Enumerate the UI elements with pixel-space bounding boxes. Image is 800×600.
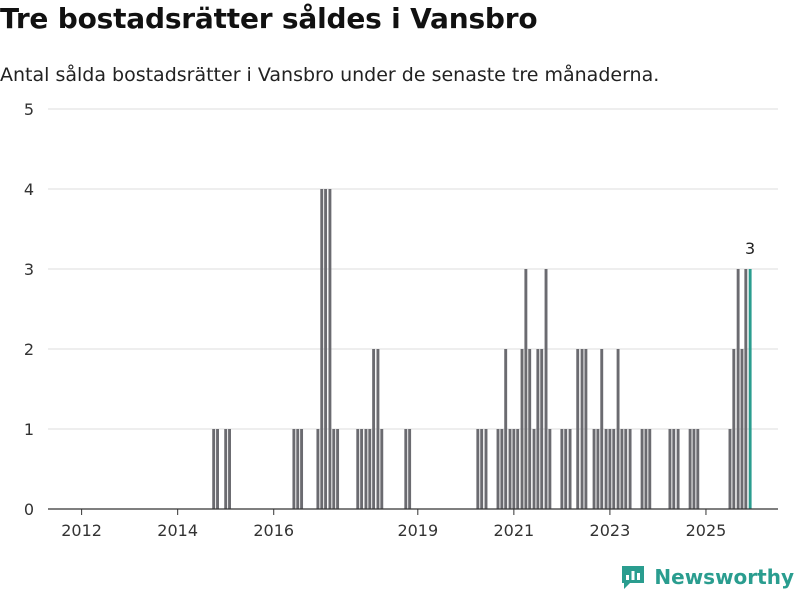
y-tick-label: 1 xyxy=(24,420,34,439)
y-tick-label: 2 xyxy=(24,340,34,359)
bar[interactable] xyxy=(528,349,532,509)
brand-logo[interactable]: Newsworthy xyxy=(620,564,794,590)
bar[interactable] xyxy=(624,429,628,509)
data-label: 3 xyxy=(745,239,755,258)
bar[interactable] xyxy=(328,189,332,509)
bar[interactable] xyxy=(744,269,748,509)
chart-title: Tre bostadsrätter såldes i Vansbro xyxy=(0,2,538,35)
bar[interactable] xyxy=(644,429,648,509)
bar[interactable] xyxy=(604,429,608,509)
bar[interactable] xyxy=(728,429,732,509)
bar[interactable] xyxy=(600,349,604,509)
bar[interactable] xyxy=(692,429,696,509)
bar[interactable] xyxy=(736,269,740,509)
bar[interactable] xyxy=(592,429,596,509)
bar[interactable] xyxy=(568,429,572,509)
bar[interactable] xyxy=(620,429,624,509)
bar[interactable] xyxy=(544,269,548,509)
bar[interactable] xyxy=(516,429,520,509)
bar[interactable] xyxy=(372,349,376,509)
bar[interactable] xyxy=(408,429,412,509)
bar[interactable] xyxy=(576,349,580,509)
x-tick-label: 2012 xyxy=(61,521,102,540)
x-tick-label: 2014 xyxy=(157,521,198,540)
gridlines xyxy=(48,108,778,430)
bars xyxy=(212,189,752,509)
x-tick-label: 2016 xyxy=(253,521,294,540)
bar[interactable] xyxy=(648,429,652,509)
x-tick-label: 2025 xyxy=(686,521,727,540)
bar[interactable] xyxy=(688,429,692,509)
bar[interactable] xyxy=(476,429,480,509)
bar[interactable] xyxy=(536,349,540,509)
bar[interactable] xyxy=(336,429,340,509)
bar[interactable] xyxy=(732,349,736,509)
bar[interactable] xyxy=(216,429,219,509)
bar[interactable] xyxy=(612,429,616,509)
y-tick-label: 4 xyxy=(24,180,34,199)
axes: 0 1 2 3 4 5 2012 2014 2016 2019 2021 2023 2025 xyxy=(24,100,778,540)
data-labels: 3 xyxy=(745,239,755,258)
bar[interactable] xyxy=(480,429,484,509)
bar[interactable] xyxy=(668,429,672,509)
y-tick-label: 5 xyxy=(24,100,34,119)
chart-subtitle: Antal sålda bostadsrätter i Vansbro unde… xyxy=(0,64,660,86)
bar-latest[interactable] xyxy=(748,269,752,509)
bar[interactable] xyxy=(740,349,744,509)
bar[interactable] xyxy=(380,429,384,509)
bar[interactable] xyxy=(300,429,304,509)
bar[interactable] xyxy=(504,349,508,509)
brand-name: Newsworthy xyxy=(654,565,794,589)
bar[interactable] xyxy=(584,349,588,509)
x-tick-label: 2021 xyxy=(493,521,534,540)
bar[interactable] xyxy=(324,189,328,509)
bar[interactable] xyxy=(520,349,524,509)
bar[interactable] xyxy=(508,429,512,509)
bar[interactable] xyxy=(500,429,504,509)
bar[interactable] xyxy=(484,429,488,509)
bar[interactable] xyxy=(628,429,632,509)
bar[interactable] xyxy=(676,429,680,509)
bar[interactable] xyxy=(224,429,228,509)
bar[interactable] xyxy=(580,349,584,509)
y-tick-label: 0 xyxy=(24,500,34,519)
bar[interactable] xyxy=(672,429,676,509)
bar[interactable] xyxy=(404,429,408,509)
x-tick-label: 2023 xyxy=(590,521,631,540)
bar[interactable] xyxy=(228,429,231,509)
bar[interactable] xyxy=(332,429,336,509)
bar[interactable] xyxy=(320,189,324,509)
bar[interactable] xyxy=(292,429,296,509)
bar[interactable] xyxy=(540,349,544,509)
bar[interactable] xyxy=(364,429,368,509)
bar[interactable] xyxy=(616,349,620,509)
newsworthy-logo-icon xyxy=(622,566,645,589)
bar[interactable] xyxy=(548,429,552,509)
bar[interactable] xyxy=(560,429,564,509)
bar[interactable] xyxy=(360,429,364,509)
bar[interactable] xyxy=(524,269,528,509)
bar[interactable] xyxy=(532,429,536,509)
bar[interactable] xyxy=(564,429,568,509)
bar[interactable] xyxy=(212,429,216,509)
y-tick-label: 3 xyxy=(24,260,34,279)
bar[interactable] xyxy=(296,429,300,509)
bar[interactable] xyxy=(376,349,380,509)
bar[interactable] xyxy=(640,429,644,509)
bar[interactable] xyxy=(496,429,500,509)
bar[interactable] xyxy=(356,429,360,509)
bar[interactable] xyxy=(512,429,516,509)
x-tick-label: 2019 xyxy=(397,521,438,540)
bar[interactable] xyxy=(696,429,700,509)
bar[interactable] xyxy=(368,429,372,509)
bar[interactable] xyxy=(596,429,600,509)
bar[interactable] xyxy=(316,429,320,509)
bar[interactable] xyxy=(608,429,612,509)
